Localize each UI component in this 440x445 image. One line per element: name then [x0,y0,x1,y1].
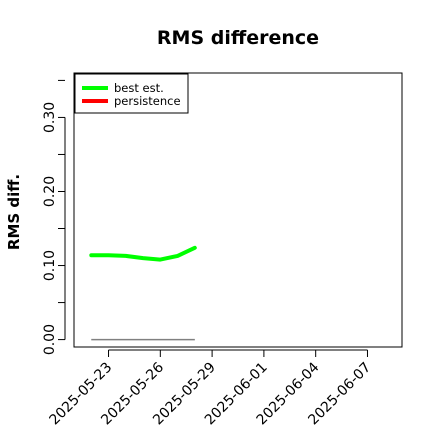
x-axis: 2025-05-232025-05-262025-05-292025-06-01… [47,349,374,428]
y-axis-label: RMS diff. [5,174,23,250]
y-tick-label: 0.10 [42,250,58,281]
y-tick-label: 0.30 [42,102,58,133]
legend: best est. persistence [74,73,189,114]
legend-label-best-est: best est. [114,81,164,95]
legend-label-persistence: persistence [114,94,181,108]
plot-frame [73,72,403,348]
chart-title: RMS difference [157,27,319,49]
legend-box [74,73,189,114]
y-axis: 0.00 0.10 0.20 0.30 [42,79,66,355]
y-tick-label: 0.20 [42,176,58,207]
series-line-best-est [89,245,197,262]
y-tick-label: 0.00 [42,324,58,355]
series-layer [89,245,197,341]
